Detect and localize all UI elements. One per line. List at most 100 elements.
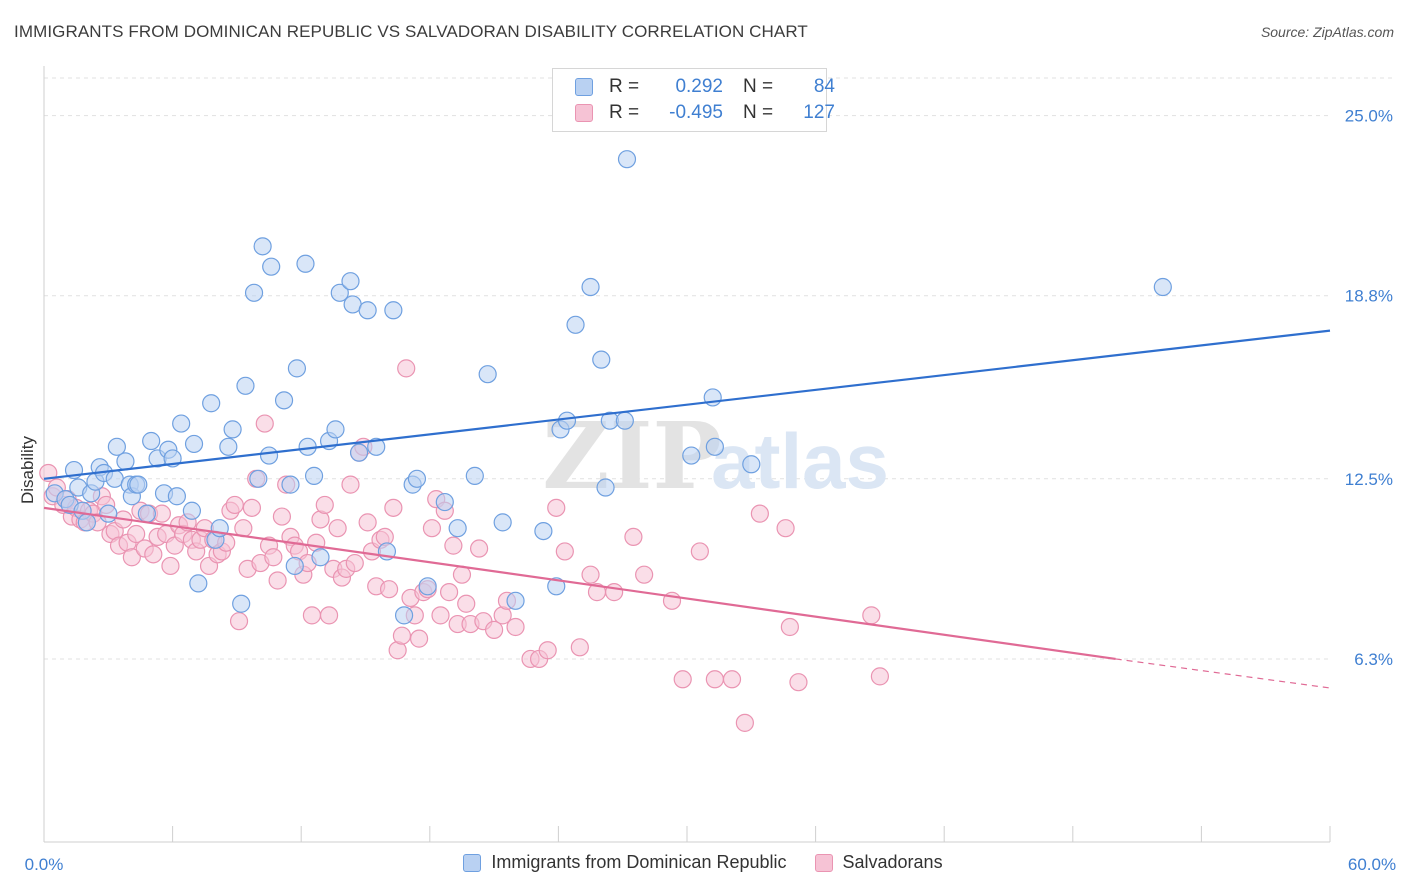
salvadoran-point (358, 513, 377, 532)
dominican-point (184, 434, 204, 454)
legend-label-salvadorans: Salvadorans (842, 852, 943, 872)
dominican-point (358, 301, 377, 320)
dominican-point (182, 501, 201, 520)
salvadoran-point (379, 580, 399, 599)
salvadoran-point (750, 504, 769, 523)
trend-lines (43, 329, 1331, 689)
dominican-point (448, 519, 467, 538)
dominican-point (262, 257, 281, 276)
salvadoran-point (122, 548, 141, 567)
salvadoran-point (315, 495, 334, 515)
legend-n-value: 127 (803, 102, 835, 123)
salvadoran-point (302, 606, 322, 625)
salvadoran-point (722, 670, 742, 689)
legend-swatch-pink (575, 104, 593, 122)
salvadoran-point (605, 583, 624, 602)
salvadoran-point (538, 641, 557, 660)
salvadoran-point (328, 519, 347, 538)
axes (43, 66, 1331, 843)
dominican-point (493, 513, 512, 532)
legend-item-salvadorans: Salvadorans (814, 852, 943, 873)
salvadoran-point (452, 565, 472, 584)
watermark: ZIP atlas (542, 402, 889, 510)
legend-label-dominican: Immigrants from Dominican Republic (491, 852, 787, 872)
dominican-point (418, 577, 437, 596)
dominican-point (326, 420, 345, 439)
legend-row-dominican: R = 0.292 N = 84 (575, 75, 835, 99)
salvadoran-point (581, 565, 600, 584)
salvadoran-point (264, 548, 283, 567)
salvadoran-point (319, 606, 339, 625)
dominican-point (107, 437, 126, 456)
dominican-point (682, 446, 701, 465)
salvadoran-point (547, 498, 566, 517)
dominican-point (77, 513, 96, 532)
dominican-point (304, 466, 324, 485)
legend-r-value: 0.292 (675, 76, 723, 97)
series-dominican (45, 150, 1172, 625)
legend-swatch-blue (463, 853, 482, 872)
salvadoran-point (870, 667, 890, 686)
dominican-point (384, 301, 403, 320)
dominican-point (341, 272, 360, 291)
dominican-point (478, 365, 497, 384)
dominican-point (137, 504, 156, 523)
salvadoran-point (735, 713, 754, 732)
dominican-point (742, 455, 761, 474)
dominican-point (236, 376, 255, 395)
salvadoran-point (780, 617, 799, 637)
salvadoran-point (144, 545, 163, 564)
salvadoran-point (457, 594, 476, 613)
dominican-point (116, 452, 135, 471)
dominican-point (394, 606, 414, 625)
source-label: Source: ZipAtlas.com (1260, 24, 1394, 40)
dominican-point (249, 469, 268, 488)
legend-r-label: R = (609, 76, 640, 97)
salvadoran-point (229, 612, 249, 631)
dominican-point (167, 487, 186, 506)
dominican-point (253, 237, 272, 256)
salvadoran-point (555, 542, 574, 561)
dominican-point (172, 414, 191, 433)
series-salvadorans (39, 359, 890, 732)
dominican-point (129, 475, 148, 494)
dominican-point (330, 283, 349, 302)
dominican-point (285, 556, 304, 576)
dominican-point (287, 359, 307, 378)
y-axis-label: Disability (18, 435, 37, 504)
trend-line-dominican (43, 329, 1331, 480)
dominican-point (465, 466, 484, 485)
dominican-point (566, 315, 585, 334)
salvadoran-point (225, 495, 244, 515)
watermark-atlas: atlas (711, 417, 889, 505)
dominican-point (349, 443, 369, 462)
chart-title: IMMIGRANTS FROM DOMINICAN REPUBLIC VS SA… (14, 22, 808, 41)
y-tick-label: 18.8% (1345, 287, 1393, 306)
dominican-point (274, 391, 294, 410)
dominican-point (407, 469, 427, 488)
trend-line-salvadoran-extension (1115, 658, 1331, 689)
salvadoran-point (444, 536, 463, 555)
dominican-point (311, 548, 330, 567)
y-tick-label: 6.3% (1354, 650, 1393, 669)
salvadoran-point (570, 638, 589, 657)
dominican-point (367, 437, 386, 456)
salvadoran-point (384, 498, 403, 517)
salvadoran-point (268, 571, 287, 590)
dominican-point (617, 150, 637, 169)
y-tick-label: 25.0% (1345, 107, 1393, 126)
salvadoran-point (409, 629, 429, 648)
salvadoran-point (439, 583, 459, 602)
legend-swatch-blue (575, 78, 593, 96)
dominican-point (557, 411, 577, 430)
dominican-point (223, 420, 242, 439)
salvadoran-point (635, 565, 654, 584)
tick-labels: 6.3% 12.5% 18.8% 25.0% 0.0% 60.0% (25, 107, 1396, 874)
dominican-point (1153, 277, 1172, 297)
salvadoran-point (431, 606, 450, 625)
dominican-point (506, 591, 525, 610)
legend-r-label: R = (609, 102, 640, 123)
salvadoran-point (862, 606, 881, 625)
salvadoran-point (255, 414, 274, 433)
